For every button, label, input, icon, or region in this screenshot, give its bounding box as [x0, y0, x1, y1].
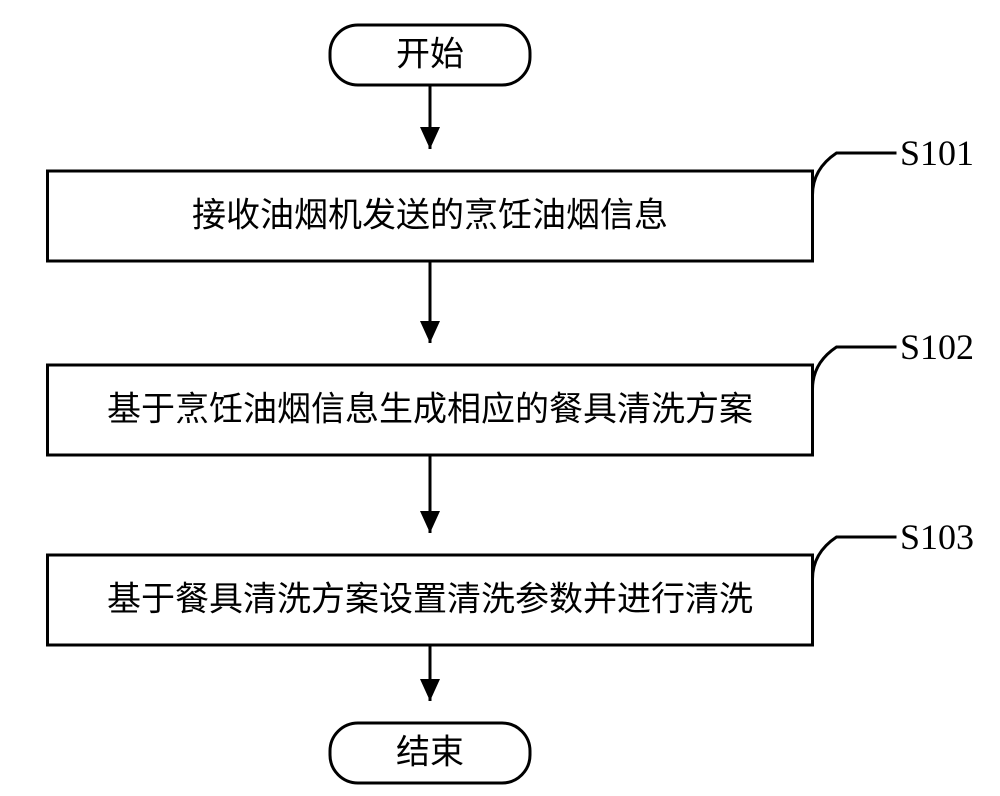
nodes-layer: 开始接收油烟机发送的烹饪油烟信息 S101 基于烹饪油烟信息生成相应的餐具清洗方案 S…: [48, 25, 975, 783]
node-s101-label: 接收油烟机发送的烹饪油烟信息: [192, 197, 668, 235]
node-start: 开始: [330, 25, 530, 85]
callout-s103: [813, 537, 897, 579]
node-end: 结束: [330, 723, 530, 783]
node-s102-label: 基于烹饪油烟信息生成相应的餐具清洗方案: [107, 391, 753, 429]
node-s102: 基于烹饪油烟信息生成相应的餐具清洗方案 S102: [48, 327, 975, 455]
step-id-s102: S102: [900, 327, 974, 367]
node-end-label: 结束: [396, 734, 464, 772]
node-s101: 接收油烟机发送的烹饪油烟信息 S101: [48, 133, 975, 261]
node-start-label: 开始: [396, 36, 464, 74]
callout-s101: [813, 153, 897, 195]
node-s103-label: 基于餐具清洗方案设置清洗参数并进行清洗: [107, 581, 753, 619]
step-id-s103: S103: [900, 517, 974, 557]
callout-s102: [813, 347, 897, 389]
node-s103: 基于餐具清洗方案设置清洗参数并进行清洗 S103: [48, 517, 975, 645]
step-id-s101: S101: [900, 133, 974, 173]
